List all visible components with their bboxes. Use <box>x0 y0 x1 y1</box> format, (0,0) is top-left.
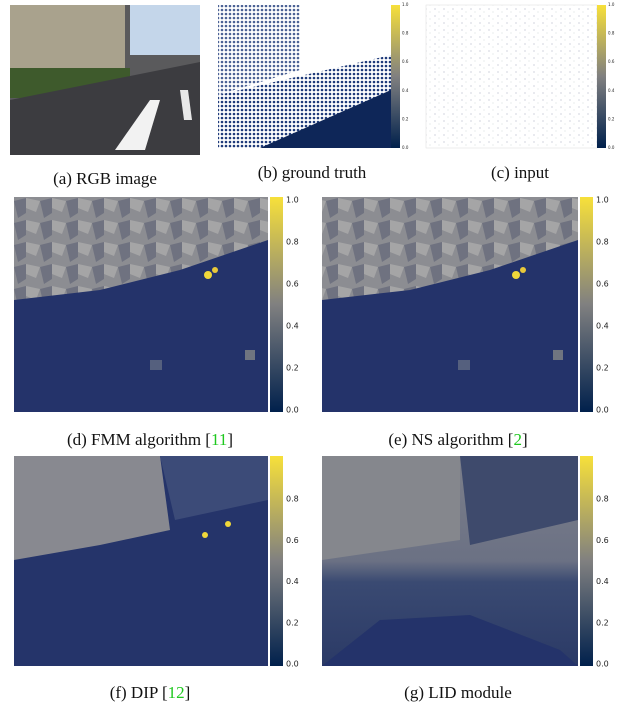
caption: (f) DIP [12] <box>110 683 191 702</box>
colorbar-tick-label: 0.2 <box>286 364 299 373</box>
colorbar-tick-label: 1.0 <box>608 2 615 7</box>
colorbar-tick-label: 0.2 <box>596 618 609 627</box>
colorbar-tick-label: 0.4 <box>286 577 299 586</box>
colorbar-tick-label: 0.4 <box>402 88 409 93</box>
colorbar-tick-label: 0.0 <box>286 660 299 669</box>
caption-text: ] <box>522 430 528 449</box>
figure: (a) RGB image (b) ground truth 1.0 0.8 0.6 0.… <box>0 0 618 708</box>
colorbar-tick-label: 0.0 <box>596 406 609 415</box>
colorbar-tick-label: 1.0 <box>402 2 409 7</box>
colorbar-tick-label: 0.0 <box>608 145 615 150</box>
dip-image <box>14 456 268 666</box>
colorbar-tick-label: 0.0 <box>402 145 409 150</box>
caption-text: (c) input <box>491 163 549 182</box>
colorbar-tick-label: 0.4 <box>596 577 609 586</box>
caption-text: (e) NS algorithm [ <box>388 430 513 449</box>
colorbar-tick-label: 0.6 <box>608 59 615 64</box>
colorbar-tick-label: 0.6 <box>596 280 609 289</box>
colorbar <box>270 456 283 666</box>
colorbar-tick-label: 0.4 <box>608 88 615 93</box>
caption-text: (b) ground truth <box>258 163 367 182</box>
caption-text: (g) LID module <box>404 683 512 702</box>
colorbar-tick-label: 0.6 <box>286 536 299 545</box>
colorbar <box>270 197 283 412</box>
colorbar-tick-label: 1.0 <box>596 196 609 205</box>
colorbar-tick-label: 0.0 <box>596 660 609 669</box>
colorbar-tick-label: 0.8 <box>608 31 615 36</box>
caption: (b) ground truth <box>258 163 367 182</box>
colorbar-tick-label: 0.2 <box>286 618 299 627</box>
caption: (d) FMM algorithm [11] <box>67 430 233 449</box>
colorbar-tick-label: 1.0 <box>286 196 299 205</box>
colorbar-tick-label: 0.8 <box>286 495 299 504</box>
colorbar <box>580 197 593 412</box>
colorbar-tick-label: 0.8 <box>596 238 609 247</box>
input-image <box>426 5 597 148</box>
caption-text: (a) RGB image <box>53 169 157 188</box>
colorbar-tick-label: 0.0 <box>286 406 299 415</box>
caption: (c) input <box>491 163 549 182</box>
caption-text: ] <box>185 683 191 702</box>
colorbar-tick-label: 0.6 <box>402 59 409 64</box>
colorbar-tick-label: 0.2 <box>596 364 609 373</box>
citation: 12 <box>168 683 185 702</box>
caption: (a) RGB image <box>53 169 157 188</box>
citation: 11 <box>211 430 227 449</box>
colorbar <box>391 5 400 148</box>
caption: (e) NS algorithm [2] <box>388 430 527 449</box>
ground-truth-image <box>218 5 391 148</box>
colorbar-tick-label: 0.2 <box>608 116 615 121</box>
colorbar-tick-label: 0.8 <box>596 495 609 504</box>
colorbar <box>597 5 606 148</box>
caption: (g) LID module <box>404 683 512 702</box>
rgb-image <box>10 5 200 155</box>
caption-text: (d) FMM algorithm [ <box>67 430 211 449</box>
caption-text: ] <box>227 430 233 449</box>
lid-image <box>322 456 578 666</box>
colorbar-tick-label: 0.8 <box>402 31 409 36</box>
caption-text: (f) DIP [ <box>110 683 168 702</box>
colorbar-tick-label: 0.6 <box>286 280 299 289</box>
fmm-image <box>14 197 268 412</box>
colorbar-tick-label: 0.2 <box>402 116 409 121</box>
colorbar <box>580 456 593 666</box>
colorbar-tick-label: 0.4 <box>286 322 299 331</box>
colorbar-tick-label: 0.4 <box>596 322 609 331</box>
ns-image <box>322 197 578 412</box>
colorbar-tick-label: 0.8 <box>286 238 299 247</box>
citation: 2 <box>513 430 522 449</box>
colorbar-tick-label: 0.6 <box>596 536 609 545</box>
